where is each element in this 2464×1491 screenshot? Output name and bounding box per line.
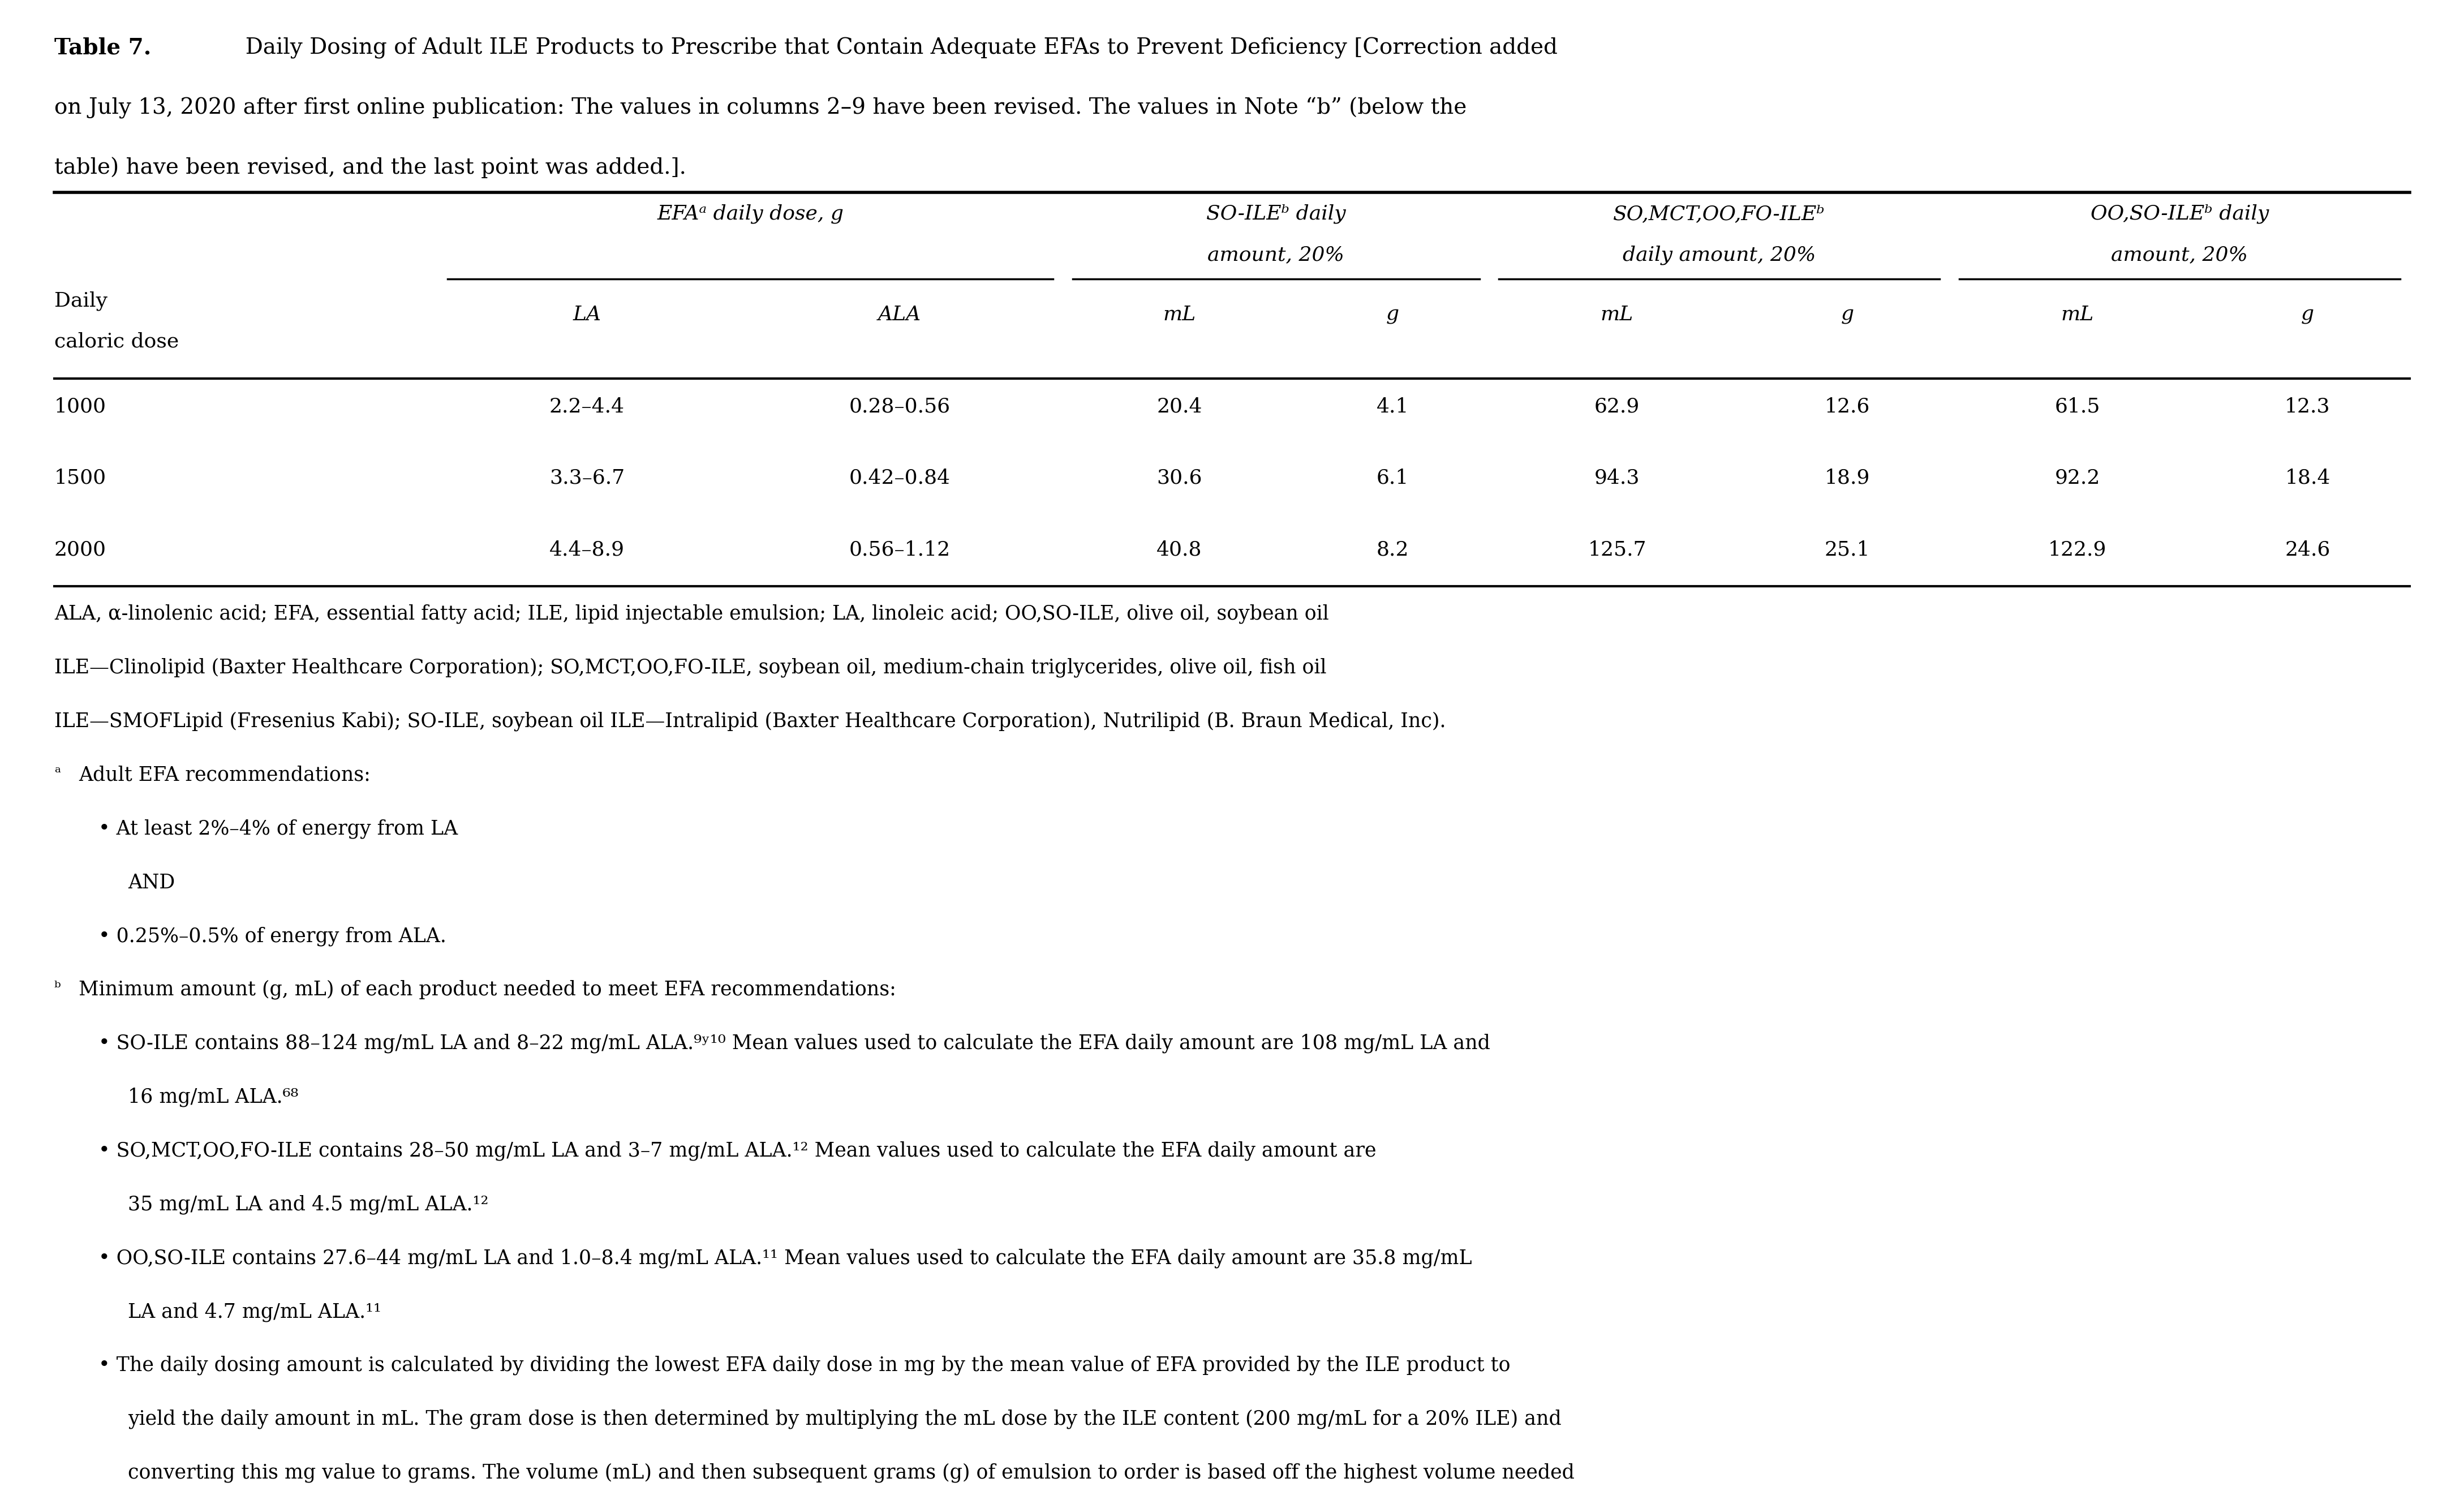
- Text: 122.9: 122.9: [2048, 540, 2107, 559]
- Text: ALA, α-linolenic acid; EFA, essential fatty acid; ILE, lipid injectable emulsion: ALA, α-linolenic acid; EFA, essential fa…: [54, 604, 1328, 623]
- Text: mL: mL: [2060, 306, 2094, 325]
- Text: • The daily dosing amount is calculated by dividing the lowest EFA daily dose in: • The daily dosing amount is calculated …: [99, 1355, 1510, 1375]
- Text: 30.6: 30.6: [1156, 468, 1202, 488]
- Text: 1000: 1000: [54, 397, 106, 416]
- Text: ILE—Clinolipid (Baxter Healthcare Corporation); SO,MCT,OO,FO-ILE, soybean oil, m: ILE—Clinolipid (Baxter Healthcare Corpor…: [54, 658, 1326, 677]
- Text: table) have been revised, and the last point was added.].: table) have been revised, and the last p…: [54, 157, 685, 177]
- Text: Table 7.: Table 7.: [54, 37, 150, 58]
- Text: caloric dose: caloric dose: [54, 332, 180, 350]
- Text: 4.1: 4.1: [1377, 397, 1409, 416]
- Text: 61.5: 61.5: [2055, 397, 2099, 416]
- Text: 2000: 2000: [54, 540, 106, 559]
- Text: mL: mL: [1163, 306, 1195, 325]
- Text: 12.6: 12.6: [1823, 397, 1870, 416]
- Text: • OO,SO-ILE contains 27.6–44 mg/mL LA and 1.0–8.4 mg/mL ALA.¹¹ Mean values used : • OO,SO-ILE contains 27.6–44 mg/mL LA an…: [99, 1248, 1471, 1267]
- Text: SO-ILEᵇ daily: SO-ILEᵇ daily: [1207, 204, 1345, 224]
- Text: 94.3: 94.3: [1594, 468, 1641, 488]
- Text: LA: LA: [572, 306, 601, 325]
- Text: g: g: [2301, 306, 2314, 325]
- Text: yield the daily amount in mL. The gram dose is then determined by multiplying th: yield the daily amount in mL. The gram d…: [128, 1409, 1562, 1428]
- Text: 92.2: 92.2: [2055, 468, 2099, 488]
- Text: 0.56–1.12: 0.56–1.12: [850, 540, 951, 559]
- Text: 3.3–6.7: 3.3–6.7: [549, 468, 626, 488]
- Text: 62.9: 62.9: [1594, 397, 1639, 416]
- Text: g: g: [1841, 306, 1853, 325]
- Text: Adult EFA recommendations:: Adult EFA recommendations:: [79, 765, 370, 784]
- Text: LA and 4.7 mg/mL ALA.¹¹: LA and 4.7 mg/mL ALA.¹¹: [128, 1302, 382, 1321]
- Text: 6.1: 6.1: [1377, 468, 1409, 488]
- Text: ALA: ALA: [877, 306, 922, 325]
- Text: EFAᵃ daily dose, g: EFAᵃ daily dose, g: [658, 204, 843, 224]
- Text: 4.4–8.9: 4.4–8.9: [549, 540, 623, 559]
- Text: Daily: Daily: [54, 291, 108, 310]
- Text: 24.6: 24.6: [2284, 540, 2331, 559]
- Text: 0.42–0.84: 0.42–0.84: [850, 468, 951, 488]
- Text: 25.1: 25.1: [1823, 540, 1870, 559]
- Text: mL: mL: [1602, 306, 1634, 325]
- Text: 125.7: 125.7: [1587, 540, 1646, 559]
- Text: 18.9: 18.9: [1823, 468, 1870, 488]
- Text: • 0.25%–0.5% of energy from ALA.: • 0.25%–0.5% of energy from ALA.: [99, 926, 446, 945]
- Text: AND: AND: [128, 872, 175, 892]
- Text: 12.3: 12.3: [2284, 397, 2331, 416]
- Text: ILE—SMOFLipid (Fresenius Kabi); SO-ILE, soybean oil ILE—Intralipid (Baxter Healt: ILE—SMOFLipid (Fresenius Kabi); SO-ILE, …: [54, 711, 1446, 731]
- Text: 40.8: 40.8: [1156, 540, 1202, 559]
- Text: 35 mg/mL LA and 4.5 mg/mL ALA.¹²: 35 mg/mL LA and 4.5 mg/mL ALA.¹²: [128, 1194, 488, 1214]
- Text: 1500: 1500: [54, 468, 106, 488]
- Text: daily amount, 20%: daily amount, 20%: [1624, 245, 1816, 264]
- Text: 2.2–4.4: 2.2–4.4: [549, 397, 626, 416]
- Text: • At least 2%–4% of energy from LA: • At least 2%–4% of energy from LA: [99, 819, 458, 838]
- Text: 0.28–0.56: 0.28–0.56: [850, 397, 951, 416]
- Text: 8.2: 8.2: [1377, 540, 1409, 559]
- Text: 18.4: 18.4: [2284, 468, 2331, 488]
- Text: OO,SO-ILEᵇ daily: OO,SO-ILEᵇ daily: [2089, 204, 2269, 224]
- Text: Daily Dosing of Adult ILE Products to Prescribe that Contain Adequate EFAs to Pr: Daily Dosing of Adult ILE Products to Pr…: [232, 37, 1557, 58]
- Text: converting this mg value to grams. The volume (mL) and then subsequent grams (g): converting this mg value to grams. The v…: [128, 1463, 1574, 1482]
- Text: • SO-ILE contains 88–124 mg/mL LA and 8–22 mg/mL ALA.⁹ʸ¹⁰ Mean values used to ca: • SO-ILE contains 88–124 mg/mL LA and 8–…: [99, 1033, 1491, 1053]
- Text: g: g: [1387, 306, 1400, 325]
- Text: on July 13, 2020 after first online publication: The values in columns 2–9 have : on July 13, 2020 after first online publ…: [54, 97, 1466, 119]
- Text: amount, 20%: amount, 20%: [1207, 245, 1345, 264]
- Text: • SO,MCT,OO,FO-ILE contains 28–50 mg/mL LA and 3–7 mg/mL ALA.¹² Mean values used: • SO,MCT,OO,FO-ILE contains 28–50 mg/mL …: [99, 1141, 1377, 1160]
- Text: ᵃ: ᵃ: [54, 765, 62, 781]
- Text: 20.4: 20.4: [1156, 397, 1202, 416]
- Text: ᵇ: ᵇ: [54, 980, 62, 996]
- Text: amount, 20%: amount, 20%: [2112, 245, 2247, 264]
- Text: 16 mg/mL ALA.⁶⁸: 16 mg/mL ALA.⁶⁸: [128, 1087, 298, 1106]
- Text: Minimum amount (g, mL) of each product needed to meet EFA recommendations:: Minimum amount (g, mL) of each product n…: [79, 980, 897, 999]
- Text: SO,MCT,OO,FO-ILEᵇ: SO,MCT,OO,FO-ILEᵇ: [1614, 204, 1826, 224]
